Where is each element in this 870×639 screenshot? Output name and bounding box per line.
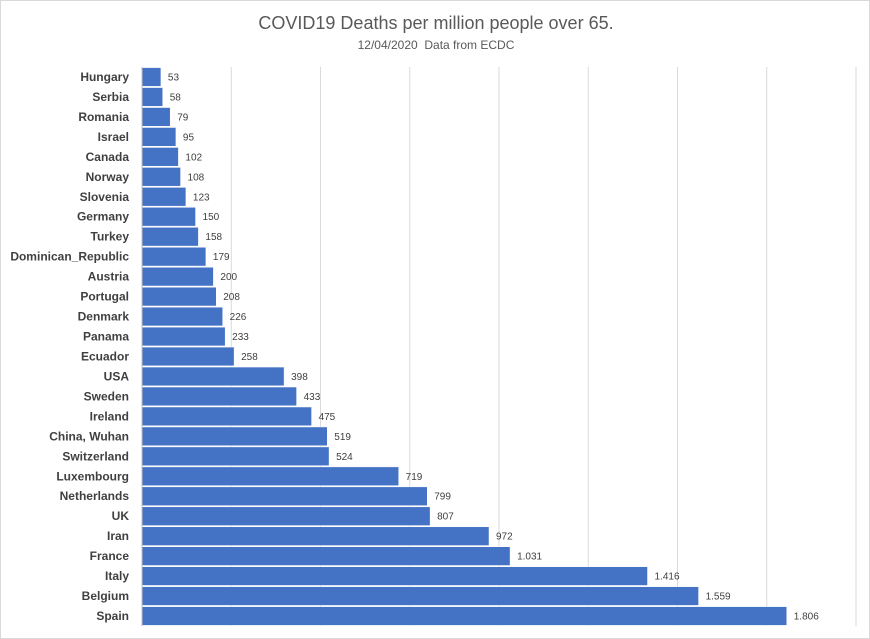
bar-19 bbox=[141, 446, 330, 466]
bar-6 bbox=[141, 187, 187, 207]
bar-20 bbox=[141, 466, 399, 486]
data-label: 972 bbox=[496, 532, 513, 543]
bar-15 bbox=[141, 366, 285, 387]
bar-25 bbox=[141, 566, 648, 586]
data-label: 150 bbox=[203, 212, 220, 223]
bar-0 bbox=[141, 67, 162, 87]
category-label: Romania bbox=[78, 110, 129, 124]
category-label: Serbia bbox=[92, 90, 129, 104]
data-label: 719 bbox=[406, 472, 423, 483]
category-label: Portugal bbox=[80, 290, 129, 304]
bar-12 bbox=[141, 306, 223, 327]
data-label: 524 bbox=[336, 452, 353, 463]
data-label: 258 bbox=[241, 352, 258, 363]
bar-7 bbox=[141, 207, 196, 227]
data-label: 208 bbox=[223, 292, 240, 303]
data-label: 95 bbox=[183, 132, 195, 143]
category-label: Canada bbox=[86, 150, 130, 164]
bar-13 bbox=[141, 326, 226, 347]
bar-23 bbox=[141, 526, 490, 546]
category-label: Switzerland bbox=[62, 449, 129, 463]
data-label: 1.031 bbox=[517, 552, 542, 563]
category-label: Denmark bbox=[78, 310, 130, 324]
category-label: Turkey bbox=[91, 230, 130, 244]
bar-4 bbox=[141, 147, 179, 167]
bar-5 bbox=[141, 167, 181, 187]
category-label: Spain bbox=[96, 609, 129, 623]
data-label: 79 bbox=[177, 112, 189, 123]
data-label: 200 bbox=[220, 272, 237, 283]
data-label: 475 bbox=[319, 412, 336, 423]
category-label: Italy bbox=[105, 569, 129, 583]
bar-22 bbox=[141, 506, 431, 526]
category-label: Ireland bbox=[90, 409, 129, 423]
bar-14 bbox=[141, 346, 235, 367]
bar-10 bbox=[141, 266, 214, 287]
data-label: 158 bbox=[205, 232, 222, 243]
category-label: China, Wuhan bbox=[49, 429, 129, 443]
bar-18 bbox=[141, 426, 328, 446]
category-label: Dominican_Republic bbox=[10, 250, 129, 264]
data-label: 102 bbox=[185, 152, 202, 163]
data-label: 233 bbox=[232, 332, 249, 343]
data-label: 433 bbox=[304, 392, 321, 403]
data-label: 179 bbox=[213, 252, 230, 263]
data-label: 398 bbox=[291, 372, 308, 383]
category-label: Sweden bbox=[84, 389, 129, 403]
bar-26 bbox=[141, 586, 699, 606]
data-label: 1.806 bbox=[794, 612, 819, 623]
data-label: 1.416 bbox=[655, 572, 680, 583]
data-label: 58 bbox=[170, 92, 182, 103]
bar-9 bbox=[141, 247, 207, 267]
category-label: Iran bbox=[107, 529, 129, 543]
bar-2 bbox=[141, 107, 171, 127]
bar-21 bbox=[141, 486, 428, 506]
bar-1 bbox=[141, 87, 163, 107]
chart-title: COVID19 Deaths per million people over 6… bbox=[258, 13, 614, 33]
category-label: Belgium bbox=[82, 589, 129, 603]
category-label: Netherlands bbox=[60, 489, 130, 503]
bar-17 bbox=[141, 406, 312, 427]
data-label: 519 bbox=[334, 432, 351, 443]
category-label: Panama bbox=[83, 330, 129, 344]
chart-subtitle: 12/04/2020 Data from ECDC bbox=[357, 38, 515, 52]
category-label: France bbox=[90, 549, 130, 563]
data-label: 226 bbox=[230, 312, 247, 323]
category-label: Luxembourg bbox=[56, 469, 129, 483]
category-label: Slovenia bbox=[80, 190, 130, 204]
bar-11 bbox=[141, 286, 217, 307]
bar-8 bbox=[141, 227, 199, 247]
bar-16 bbox=[141, 386, 297, 407]
bar-27 bbox=[141, 606, 787, 626]
category-label: Germany bbox=[77, 210, 129, 224]
category-label: UK bbox=[112, 509, 130, 523]
category-label: Israel bbox=[98, 130, 129, 144]
data-label: 1.559 bbox=[706, 592, 731, 603]
data-label: 123 bbox=[193, 192, 210, 203]
data-label: 799 bbox=[434, 492, 451, 503]
category-label: Norway bbox=[86, 170, 130, 184]
data-label: 108 bbox=[188, 172, 205, 183]
category-label: USA bbox=[104, 369, 130, 383]
data-label: 807 bbox=[437, 512, 454, 523]
bar-3 bbox=[141, 127, 177, 147]
category-label: Ecuador bbox=[81, 349, 129, 363]
category-label: Austria bbox=[88, 270, 130, 284]
data-label: 53 bbox=[168, 72, 180, 83]
category-label: Hungary bbox=[80, 70, 129, 84]
bar-24 bbox=[141, 546, 511, 566]
